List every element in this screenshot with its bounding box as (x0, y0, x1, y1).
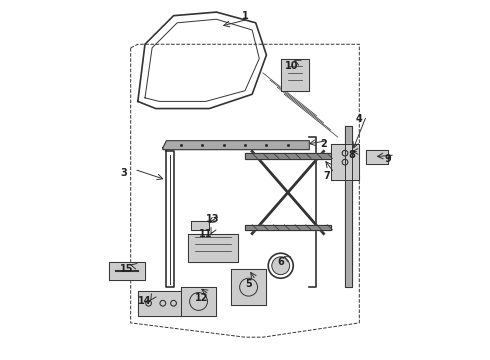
Text: 3: 3 (120, 168, 127, 178)
Text: 13: 13 (206, 214, 220, 224)
Polygon shape (181, 287, 217, 316)
Text: 8: 8 (349, 150, 356, 160)
Text: 4: 4 (356, 114, 363, 124)
Text: 15: 15 (121, 264, 134, 274)
Polygon shape (281, 59, 309, 91)
Text: 9: 9 (385, 154, 391, 163)
Text: 12: 12 (196, 293, 209, 303)
Polygon shape (138, 291, 181, 316)
Text: 7: 7 (324, 171, 331, 181)
Circle shape (272, 257, 290, 275)
Text: 14: 14 (138, 296, 152, 306)
Polygon shape (163, 141, 309, 150)
Text: 1: 1 (242, 11, 248, 21)
Text: 2: 2 (320, 139, 327, 149)
Polygon shape (245, 153, 331, 158)
Polygon shape (109, 262, 145, 280)
Polygon shape (331, 144, 359, 180)
Polygon shape (345, 126, 352, 287)
Text: 11: 11 (199, 229, 213, 239)
Polygon shape (367, 150, 388, 164)
Polygon shape (231, 269, 267, 305)
Polygon shape (192, 221, 209, 230)
Polygon shape (245, 225, 331, 230)
Polygon shape (188, 234, 238, 262)
Text: 5: 5 (245, 279, 252, 289)
Text: 10: 10 (285, 61, 298, 71)
Text: 6: 6 (277, 257, 284, 267)
